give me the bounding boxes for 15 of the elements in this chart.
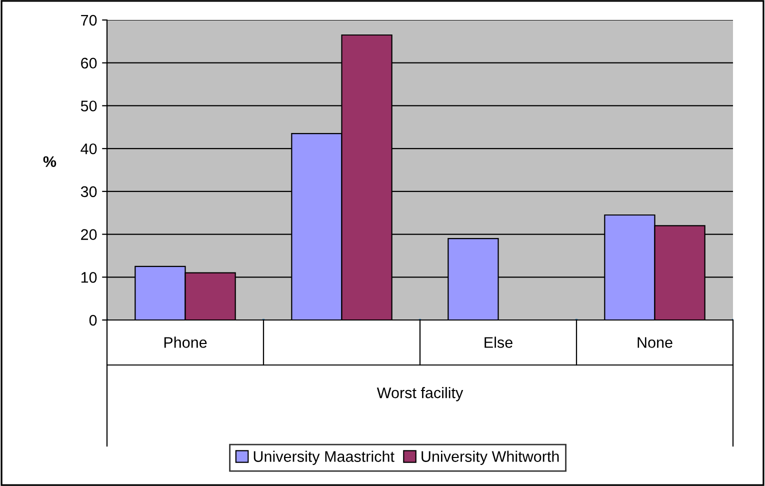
x-tick-label: Else	[484, 336, 512, 348]
x-tick-label: None	[638, 337, 672, 348]
y-tick-label: 70	[81, 14, 97, 26]
x-tick-label: Phone	[164, 336, 207, 348]
y-tick-label: 40	[80, 143, 97, 154]
y-tick-label: 0	[89, 314, 97, 326]
y-tick-label: 50	[80, 100, 97, 112]
legend-label: University Maastricht	[254, 450, 394, 465]
x-axis-title: Worst facility	[376, 387, 464, 402]
y-tick-label: 30	[80, 186, 97, 198]
y-tick-label: 60	[81, 58, 97, 69]
y-tick-label: 10	[81, 272, 97, 283]
y-tick-label: 20	[81, 229, 97, 240]
y-axis-title: %	[43, 156, 56, 167]
legend-label: University Whitworth	[422, 450, 559, 465]
